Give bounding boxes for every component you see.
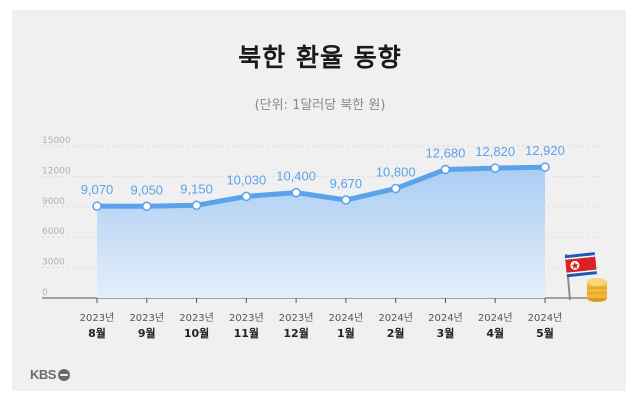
kbs-logo: KBS — [30, 367, 70, 382]
y-tick-label: 9000 — [42, 197, 65, 207]
data-point — [390, 183, 401, 194]
y-tick-label: 0 — [42, 288, 48, 298]
data-point — [440, 164, 451, 175]
data-label: 12,820 — [475, 144, 515, 159]
x-tick-year: 2023년 — [229, 312, 264, 324]
gold-coins-icon — [587, 278, 607, 302]
x-tick-year: 2023년 — [129, 312, 164, 324]
data-point — [291, 187, 301, 198]
data-point — [490, 163, 500, 173]
data-label: 10,030 — [226, 172, 266, 187]
x-tick-year: 2024년 — [478, 312, 513, 324]
data-point — [191, 200, 202, 211]
y-tick-label: 12000 — [42, 166, 71, 176]
series-line — [94, 164, 548, 209]
data-label: 12,680 — [426, 146, 466, 161]
data-label: 9,050 — [131, 182, 164, 197]
y-tick-label: 15000 — [42, 136, 71, 146]
data-label: 12,920 — [525, 143, 565, 158]
data-point — [142, 201, 152, 212]
x-tick-month: 2월 — [387, 326, 405, 340]
x-tick-month: 4월 — [486, 326, 504, 340]
x-tick-year: 2023년 — [279, 312, 314, 324]
x-tick-year: 2024년 — [528, 312, 563, 324]
x-tick-year: 2024년 — [329, 312, 364, 324]
x-tick-month: 5월 — [536, 326, 554, 340]
data-label: 9,670 — [330, 176, 363, 191]
x-tick-month: 10월 — [184, 326, 209, 340]
data-label: 10,400 — [276, 169, 316, 184]
kbs-logo-text: KBS — [30, 367, 56, 382]
data-point — [92, 201, 102, 211]
data-label: 9,070 — [81, 182, 114, 197]
chart-title: 북한 환율 동향 — [238, 43, 402, 72]
kbs-logo-icon — [57, 368, 70, 381]
x-tick-month: 12월 — [283, 326, 308, 340]
x-tick-month: 1월 — [337, 326, 355, 340]
x-tick-month: 9월 — [138, 326, 156, 340]
north-korea-flag-icon — [564, 252, 597, 301]
series-area — [97, 167, 545, 298]
chart-subtitle: (단위: 1달러당 북한 원) — [254, 98, 386, 113]
x-tick-year: 2023년 — [179, 312, 214, 324]
y-tick-label: 6000 — [42, 227, 65, 237]
x-tick-year: 2024년 — [428, 312, 463, 324]
data-label: 10,800 — [376, 165, 416, 180]
x-tick-month: 11월 — [234, 326, 259, 340]
data-point — [341, 195, 351, 205]
x-tick-year: 2023년 — [80, 312, 115, 324]
x-tick-month: 3월 — [437, 326, 455, 340]
flag-coins-icon — [564, 252, 607, 302]
x-tick-year: 2024년 — [378, 312, 413, 324]
data-point — [241, 191, 252, 202]
y-tick-label: 3000 — [42, 258, 65, 268]
data-point — [540, 162, 550, 172]
x-tick-month: 8월 — [88, 326, 106, 340]
data-label: 9,150 — [180, 181, 213, 196]
